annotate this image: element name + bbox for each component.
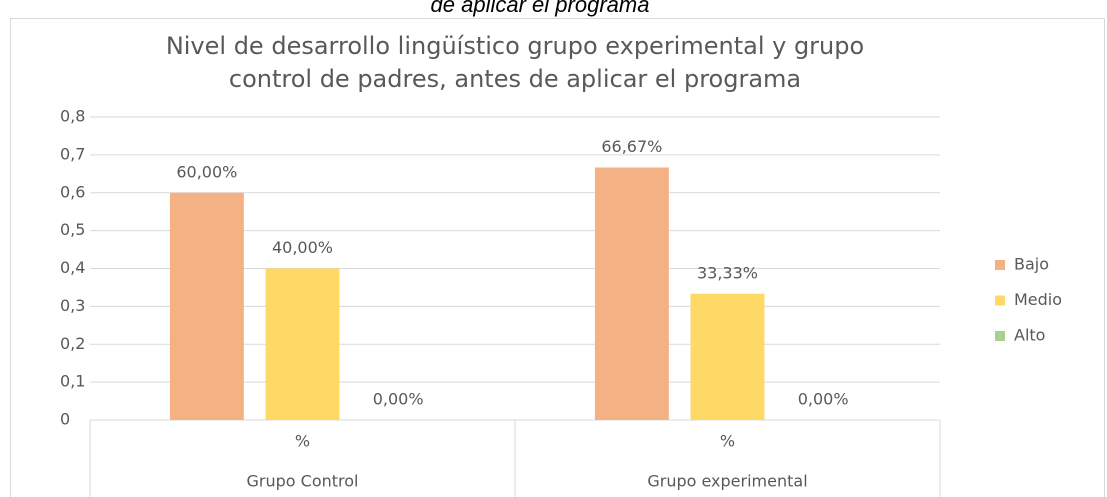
data-label: 0,00% <box>798 390 849 409</box>
chart-title: Nivel de desarrollo lingüístico grupo ex… <box>166 32 864 60</box>
y-tick-label: 0,2 <box>60 334 85 353</box>
chart-border <box>10 18 1105 497</box>
legend-label: Medio <box>1014 290 1062 309</box>
y-tick-label: 0,4 <box>60 258 85 277</box>
y-tick-label: 0,6 <box>60 182 85 201</box>
data-label: 40,00% <box>272 238 333 257</box>
y-tick-label: 0 <box>60 410 70 429</box>
bar <box>169 192 244 420</box>
legend-label: Bajo <box>1014 255 1049 274</box>
legend-swatch <box>995 260 1005 270</box>
y-tick-label: 0,8 <box>60 107 85 126</box>
data-label: 33,33% <box>697 263 758 282</box>
x-tick-label: % <box>720 432 735 451</box>
caption: de aplicar el programa <box>431 0 650 17</box>
bar <box>690 293 765 420</box>
bar <box>594 167 669 420</box>
bar <box>265 268 340 420</box>
data-label: 60,00% <box>176 162 237 181</box>
legend-swatch <box>995 295 1005 306</box>
y-tick-label: 0,1 <box>60 372 85 391</box>
group-label: Grupo Control <box>247 472 359 491</box>
y-tick-label: 0,3 <box>60 296 85 315</box>
group-label: Grupo experimental <box>647 472 807 491</box>
legend-swatch <box>995 331 1005 341</box>
y-tick-label: 0,5 <box>60 220 85 239</box>
chart-title: control de padres, antes de aplicar el p… <box>229 65 801 93</box>
y-tick-label: 0,7 <box>60 144 85 163</box>
data-label: 0,00% <box>373 390 424 409</box>
data-label: 66,67% <box>601 137 662 156</box>
x-tick-label: % <box>295 432 310 451</box>
legend-label: Alto <box>1014 326 1045 345</box>
